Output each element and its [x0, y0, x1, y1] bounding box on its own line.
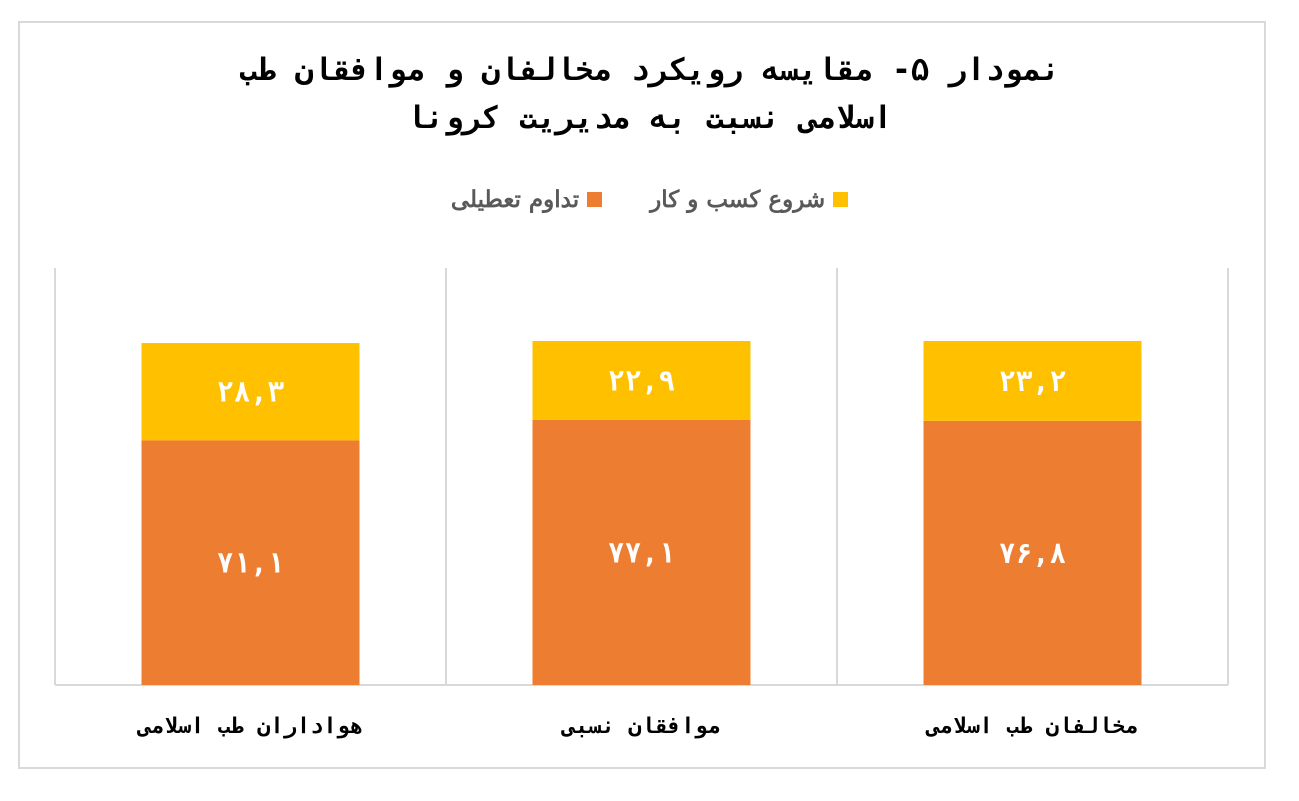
chart-title-line-1: نمودار ۵- مقایسه رویکرد مخالفان و موافقا…	[238, 52, 1061, 88]
bar-business-start	[532, 341, 751, 420]
data-label-business-start: ۲۳,۲	[999, 365, 1066, 398]
bar-continued-closure	[532, 419, 751, 685]
bar-business-start	[141, 343, 360, 441]
data-label-continued-closure: ۷۱,۱	[217, 547, 284, 580]
category-label: موافقان نسبی	[561, 714, 721, 739]
data-label-business-start: ۲۸,۳	[217, 376, 285, 409]
bar-continued-closure	[923, 420, 1142, 685]
data-label-continued-closure: ۷۶,۸	[999, 537, 1066, 570]
legend-item-business-start: شروع کسب و کار	[650, 186, 849, 213]
data-label-continued-closure: ۷۷,۱	[608, 536, 675, 569]
bar-continued-closure	[141, 440, 360, 685]
legend-label-continued-closure: تداوم تعطیلی	[450, 186, 580, 213]
legend-swatch-continued-closure	[587, 192, 603, 207]
chart-legend: شروع کسب و کار تداوم تعطیلی	[0, 186, 1299, 213]
chart-title-line-2: اسلامی نسبت به مدیریت کرونا	[406, 100, 893, 136]
legend-label-business-start: شروع کسب و کار	[650, 186, 826, 213]
chart-title: نمودار ۵- مقایسه رویکرد مخالفان و موافقا…	[0, 46, 1299, 142]
legend-item-continued-closure: تداوم تعطیلی	[450, 186, 603, 213]
category-label: هواداران طب اسلامی	[137, 714, 363, 739]
legend-swatch-business-start	[833, 192, 849, 207]
bar-business-start	[923, 341, 1142, 421]
category-label: مخالفان طب اسلامی	[926, 714, 1139, 739]
data-label-business-start: ۲۲,۹	[608, 364, 675, 397]
